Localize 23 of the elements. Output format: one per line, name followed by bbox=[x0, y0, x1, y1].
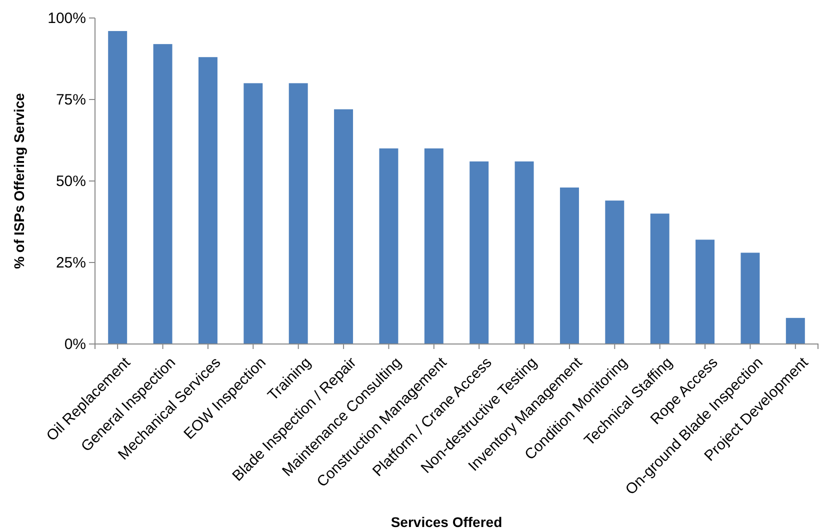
y-tick-label: 100% bbox=[48, 10, 86, 27]
bar bbox=[244, 83, 263, 344]
bar bbox=[108, 31, 128, 344]
bar bbox=[786, 318, 805, 344]
bar bbox=[605, 200, 624, 344]
bar bbox=[424, 148, 444, 344]
bar bbox=[470, 161, 489, 344]
bar bbox=[153, 44, 172, 344]
y-tick-label: 25% bbox=[56, 254, 86, 272]
y-tick-label: 75% bbox=[56, 91, 86, 108]
bar bbox=[334, 109, 354, 344]
bar bbox=[198, 57, 218, 344]
bar bbox=[560, 188, 579, 344]
bar bbox=[514, 161, 534, 344]
bar bbox=[650, 214, 670, 344]
x-axis-title: Services Offered bbox=[390, 514, 502, 530]
bar bbox=[740, 252, 760, 344]
bar bbox=[288, 83, 308, 344]
bar bbox=[696, 240, 715, 344]
y-tick-label: 0% bbox=[64, 336, 86, 353]
y-tick-label: 50% bbox=[56, 172, 86, 190]
bar bbox=[379, 148, 398, 344]
y-axis-title: % of ISPs Offering Service bbox=[11, 92, 27, 269]
